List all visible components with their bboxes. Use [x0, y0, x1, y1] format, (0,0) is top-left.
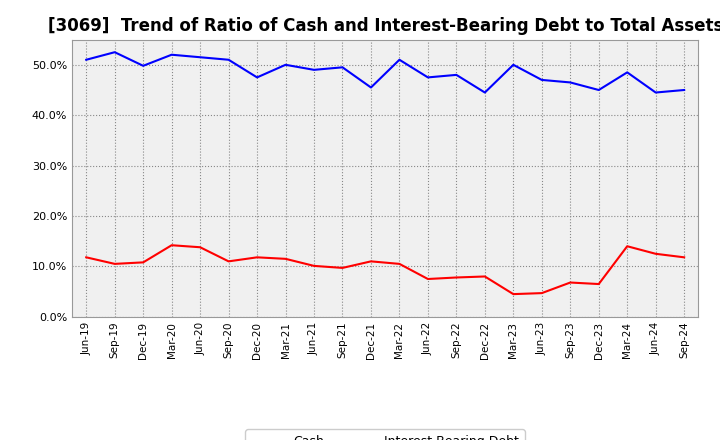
Cash	[310, 263, 318, 268]
Cash	[366, 259, 375, 264]
Interest-Bearing Debt	[366, 85, 375, 90]
Cash	[509, 291, 518, 297]
Cash	[480, 274, 489, 279]
Legend: Cash, Interest-Bearing Debt: Cash, Interest-Bearing Debt	[246, 429, 525, 440]
Cash	[167, 242, 176, 248]
Interest-Bearing Debt	[167, 52, 176, 57]
Interest-Bearing Debt	[110, 50, 119, 55]
Cash	[652, 251, 660, 257]
Interest-Bearing Debt	[139, 63, 148, 69]
Title: [3069]  Trend of Ratio of Cash and Interest-Bearing Debt to Total Assets: [3069] Trend of Ratio of Cash and Intere…	[48, 17, 720, 35]
Line: Interest-Bearing Debt: Interest-Bearing Debt	[86, 52, 684, 92]
Interest-Bearing Debt	[480, 90, 489, 95]
Cash	[338, 265, 347, 271]
Interest-Bearing Debt	[310, 67, 318, 73]
Cash	[282, 256, 290, 261]
Interest-Bearing Debt	[82, 57, 91, 62]
Line: Cash: Cash	[86, 245, 684, 294]
Cash	[423, 276, 432, 282]
Interest-Bearing Debt	[652, 90, 660, 95]
Cash	[452, 275, 461, 280]
Cash	[623, 244, 631, 249]
Cash	[595, 282, 603, 287]
Interest-Bearing Debt	[338, 65, 347, 70]
Interest-Bearing Debt	[225, 57, 233, 62]
Cash	[225, 259, 233, 264]
Cash	[680, 255, 688, 260]
Cash	[395, 261, 404, 267]
Cash	[537, 290, 546, 296]
Interest-Bearing Debt	[537, 77, 546, 83]
Interest-Bearing Debt	[282, 62, 290, 67]
Interest-Bearing Debt	[423, 75, 432, 80]
Interest-Bearing Debt	[196, 55, 204, 60]
Interest-Bearing Debt	[623, 70, 631, 75]
Interest-Bearing Debt	[253, 75, 261, 80]
Interest-Bearing Debt	[680, 88, 688, 93]
Interest-Bearing Debt	[509, 62, 518, 67]
Cash	[253, 255, 261, 260]
Interest-Bearing Debt	[566, 80, 575, 85]
Cash	[82, 255, 91, 260]
Interest-Bearing Debt	[452, 72, 461, 77]
Cash	[139, 260, 148, 265]
Cash	[566, 280, 575, 285]
Interest-Bearing Debt	[595, 88, 603, 93]
Cash	[110, 261, 119, 267]
Interest-Bearing Debt	[395, 57, 404, 62]
Cash	[196, 245, 204, 250]
